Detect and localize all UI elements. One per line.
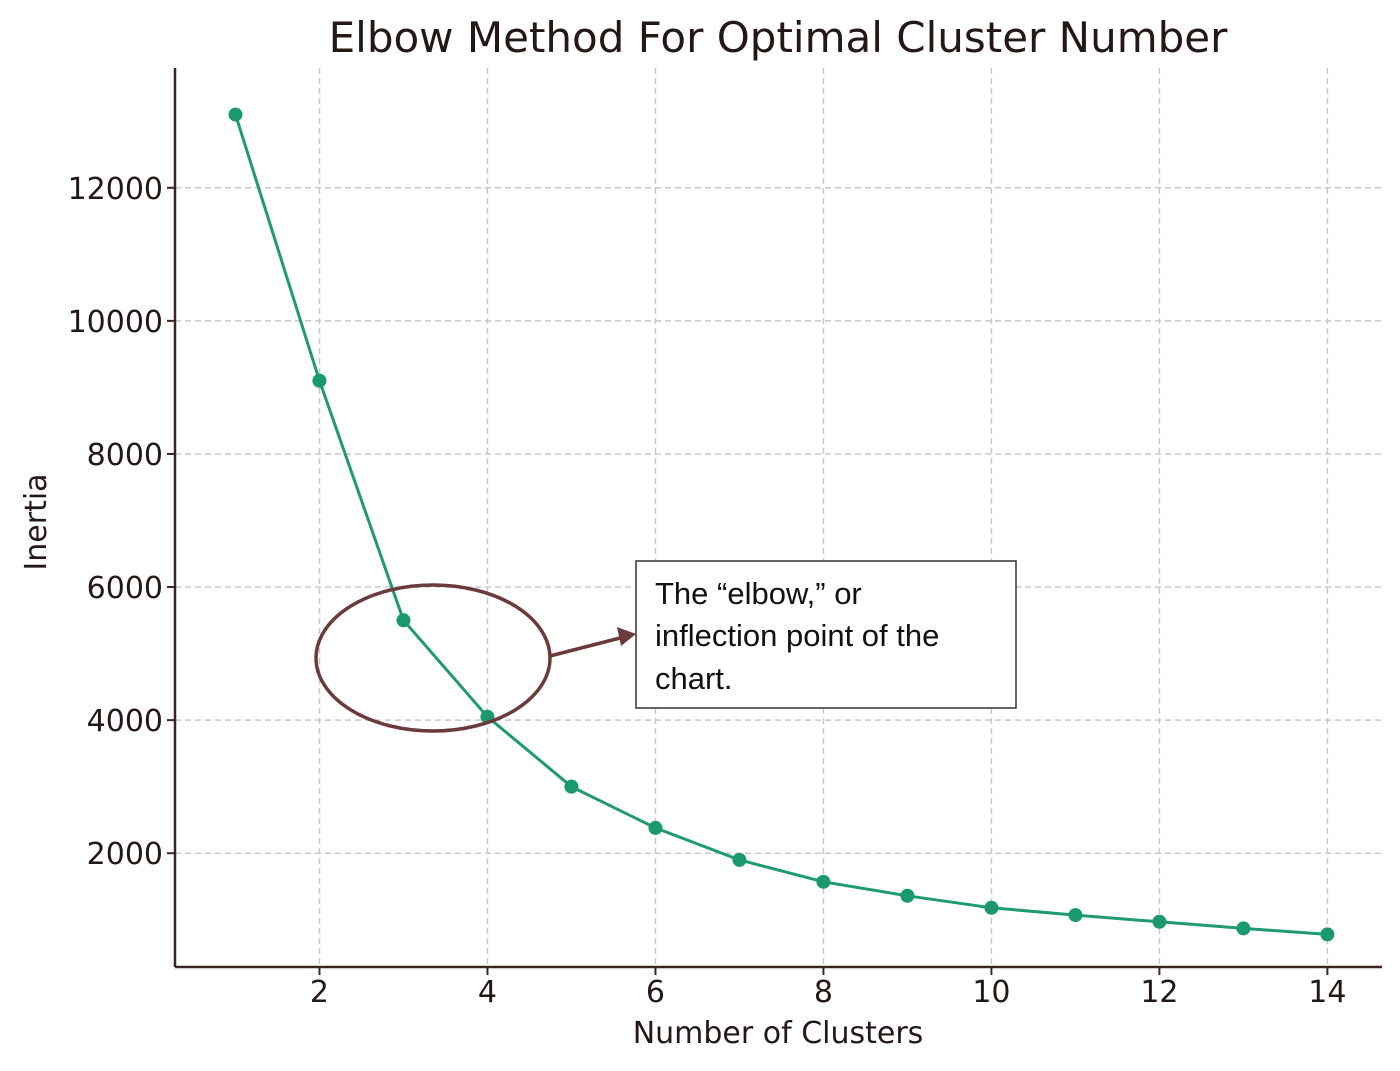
callout-line-1: The “elbow,” or [655, 576, 862, 611]
data-point [564, 779, 579, 794]
data-point [1152, 914, 1167, 929]
elbow-highlight-ellipse [314, 583, 552, 733]
chart-title: Elbow Method For Optimal Cluster Number [329, 13, 1229, 62]
x-tick-label: 14 [1308, 975, 1346, 1010]
data-point [1236, 921, 1251, 936]
x-tick-label: 12 [1140, 975, 1178, 1010]
y-axis-label: Inertia [19, 473, 54, 570]
grid-lines [175, 68, 1382, 967]
data-point [396, 613, 411, 628]
axes [173, 68, 1382, 969]
y-tick-label: 4000 [87, 704, 163, 739]
data-point [1068, 908, 1083, 923]
y-tick-label: 6000 [87, 571, 163, 606]
y-tick-label: 2000 [87, 837, 163, 872]
series-line [234, 114, 1328, 936]
x-tick-label: 6 [646, 975, 665, 1010]
y-tick-labels: 2000 4000 6000 8000 10000 12000 [68, 172, 175, 872]
x-tick-label: 10 [972, 975, 1010, 1010]
data-point [648, 820, 663, 835]
callout-line-2: inflection point of the [655, 618, 939, 653]
data-point [816, 874, 831, 889]
data-point [228, 107, 243, 122]
callout-arrow-shaft [549, 636, 621, 658]
y-tick-label: 12000 [68, 172, 163, 207]
y-tick-label: 10000 [68, 305, 163, 340]
data-point [312, 373, 327, 388]
x-tick-label: 2 [310, 975, 329, 1010]
callout-box [635, 560, 1017, 709]
x-tick-label: 8 [814, 975, 833, 1010]
data-points [228, 107, 1335, 942]
data-point [984, 900, 999, 915]
data-point [900, 888, 915, 903]
data-point [1320, 927, 1335, 942]
callout-arrow-head [617, 627, 636, 646]
x-tick-labels: 2 4 6 8 10 12 14 [310, 967, 1346, 1010]
callout-line-3: chart. [655, 661, 733, 696]
y-tick-label: 8000 [87, 438, 163, 473]
data-point [732, 852, 747, 867]
x-tick-label: 4 [478, 975, 497, 1010]
x-axis-label: Number of Clusters [633, 1016, 924, 1051]
